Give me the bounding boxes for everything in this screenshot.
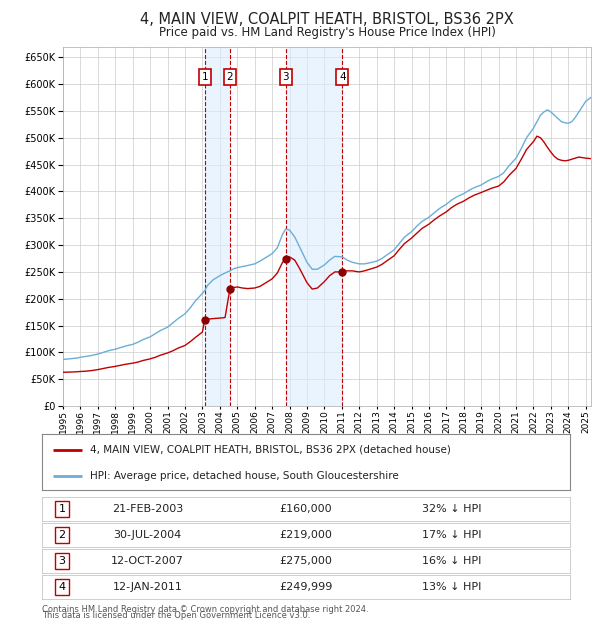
Text: 16% ↓ HPI: 16% ↓ HPI xyxy=(422,556,482,566)
Text: 4, MAIN VIEW, COALPIT HEATH, BRISTOL, BS36 2PX (detached house): 4, MAIN VIEW, COALPIT HEATH, BRISTOL, BS… xyxy=(89,445,451,454)
Text: 12-OCT-2007: 12-OCT-2007 xyxy=(111,556,184,566)
Text: 4: 4 xyxy=(59,582,65,592)
Text: £160,000: £160,000 xyxy=(280,504,332,514)
Text: 30-JUL-2004: 30-JUL-2004 xyxy=(113,530,182,540)
Text: HPI: Average price, detached house, South Gloucestershire: HPI: Average price, detached house, Sout… xyxy=(89,471,398,481)
Text: 1: 1 xyxy=(59,504,65,514)
Text: 13% ↓ HPI: 13% ↓ HPI xyxy=(422,582,482,592)
Text: 2: 2 xyxy=(227,72,233,82)
Text: £219,000: £219,000 xyxy=(280,530,332,540)
Text: This data is licensed under the Open Government Licence v3.0.: This data is licensed under the Open Gov… xyxy=(42,611,310,620)
Text: 3: 3 xyxy=(283,72,289,82)
Text: 4: 4 xyxy=(339,72,346,82)
Text: £275,000: £275,000 xyxy=(280,556,332,566)
Text: 32% ↓ HPI: 32% ↓ HPI xyxy=(422,504,482,514)
Text: 2: 2 xyxy=(59,530,65,540)
Text: 1: 1 xyxy=(202,72,208,82)
Text: 4, MAIN VIEW, COALPIT HEATH, BRISTOL, BS36 2PX: 4, MAIN VIEW, COALPIT HEATH, BRISTOL, BS… xyxy=(140,12,514,27)
Text: Contains HM Land Registry data © Crown copyright and database right 2024.: Contains HM Land Registry data © Crown c… xyxy=(42,604,368,614)
Text: 21-FEB-2003: 21-FEB-2003 xyxy=(112,504,183,514)
Text: 12-JAN-2011: 12-JAN-2011 xyxy=(113,582,182,592)
Text: 17% ↓ HPI: 17% ↓ HPI xyxy=(422,530,482,540)
Text: 3: 3 xyxy=(59,556,65,566)
Text: £249,999: £249,999 xyxy=(280,582,332,592)
Text: Price paid vs. HM Land Registry's House Price Index (HPI): Price paid vs. HM Land Registry's House … xyxy=(158,26,496,39)
Bar xyxy=(205,46,230,406)
Bar xyxy=(286,46,343,406)
